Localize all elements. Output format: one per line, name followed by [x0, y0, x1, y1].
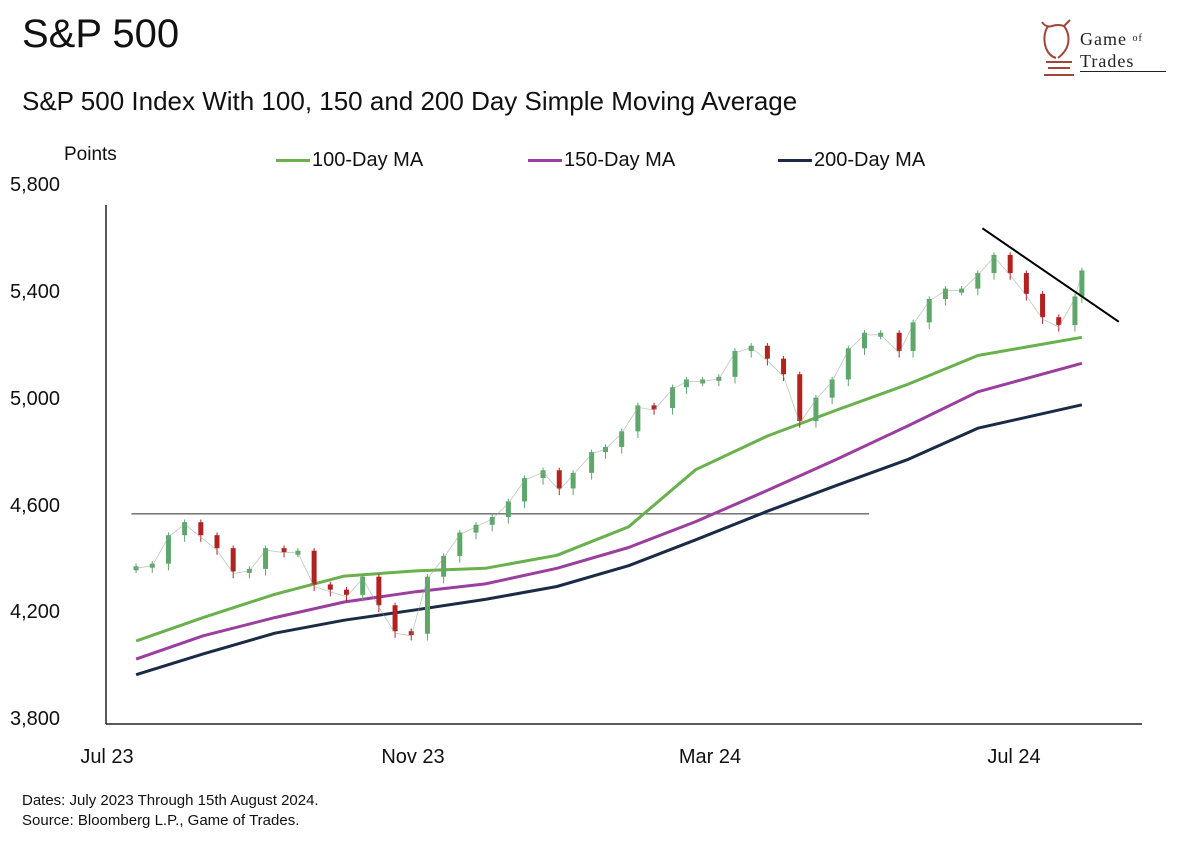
ma-200-line	[135, 403, 1083, 677]
price-candle	[748, 345, 754, 351]
price-candle	[441, 555, 447, 577]
price-candle	[556, 470, 562, 489]
price-candle	[1072, 296, 1078, 325]
price-candle	[942, 288, 948, 300]
legend-item-200: 200-Day MA	[778, 147, 925, 173]
logo-underline	[1080, 71, 1166, 72]
price-candle	[1023, 273, 1029, 294]
price-candle	[570, 472, 576, 489]
price-candle	[1079, 270, 1085, 297]
price-candle	[473, 524, 479, 533]
price-candle	[1007, 254, 1013, 274]
page-title: S&P 500	[22, 12, 180, 56]
logo-line2: Trades	[1080, 51, 1135, 71]
price-candle	[732, 350, 738, 377]
price-candle	[344, 589, 349, 595]
logo-wordmark: Game of Trades	[1080, 28, 1143, 72]
y-axis-label: Points	[64, 144, 117, 165]
price-candle	[522, 478, 528, 502]
legend-swatch-200	[778, 158, 812, 162]
price-candle	[683, 379, 689, 388]
price-candle	[926, 299, 932, 323]
legend-swatch-100	[276, 158, 310, 162]
bull-knight-logo-icon	[1041, 19, 1074, 76]
x-tick-label: Jul 24	[987, 746, 1041, 768]
ma-100-line	[135, 335, 1083, 643]
y-tick-label: 4,200	[10, 601, 61, 623]
price-candle	[845, 348, 851, 380]
x-tick-label: Nov 23	[381, 746, 445, 768]
price-candle	[635, 405, 641, 432]
legend-label-200: 200-Day MA	[814, 148, 926, 171]
price-candle	[392, 605, 398, 632]
chart-subtitle: S&P 500 Index With 100, 150 and 200 Day …	[22, 86, 798, 116]
price-candle	[764, 345, 770, 359]
price-candle	[651, 405, 657, 410]
price-candle	[214, 535, 220, 549]
price-candle	[1040, 293, 1046, 318]
price-candle	[603, 446, 608, 453]
price-candle	[165, 535, 171, 564]
y-tick-label: 5,000	[10, 388, 61, 410]
price-candle	[327, 584, 333, 590]
y-tick-label: 3,800	[10, 708, 61, 730]
y-tick-label: 4,600	[10, 495, 61, 517]
price-candle	[489, 516, 495, 525]
price-candle	[281, 548, 287, 553]
footer-dates: Dates: July 2023 Through 15th August 202…	[22, 792, 319, 809]
price-candle	[540, 470, 546, 479]
price-candle	[813, 397, 819, 421]
price-candle	[424, 576, 430, 634]
resistance-trendline	[981, 227, 1120, 323]
y-tick-label: 5,800	[10, 174, 61, 196]
logo-line1: Game	[1080, 29, 1127, 49]
price-line	[136, 256, 1083, 637]
price-candle	[991, 254, 997, 274]
legend-label-150: 150-Day MA	[564, 148, 676, 171]
price-candle	[797, 374, 803, 421]
ma-150-line	[135, 361, 1083, 661]
legend-item-150: 150-Day MA	[528, 147, 675, 173]
legend-item-100: 100-Day MA	[276, 147, 423, 173]
price-candle	[376, 576, 382, 606]
price-candle	[198, 522, 204, 536]
legend-label-100: 100-Day MA	[312, 148, 424, 171]
price-candle	[862, 332, 867, 349]
x-tick-label: Jul 23	[80, 746, 134, 768]
price-candle	[829, 379, 835, 398]
price-candle	[311, 550, 317, 585]
price-candle	[182, 522, 188, 536]
price-candle	[230, 548, 236, 572]
price-candle	[910, 322, 916, 351]
footer-source: Source: Bloomberg L.P., Game of Trades.	[22, 812, 300, 829]
price-candle	[360, 576, 366, 595]
price-candle	[670, 387, 676, 409]
price-candle	[1056, 317, 1062, 325]
x-tick-label: Mar 24	[678, 746, 742, 768]
logo-of: of	[1132, 33, 1143, 44]
y-tick-label: 5,400	[10, 281, 61, 303]
price-candle	[457, 532, 463, 556]
price-candle	[263, 548, 269, 569]
price-candle	[408, 631, 414, 636]
price-candle	[589, 452, 595, 473]
price-candle	[133, 566, 139, 571]
price-candle	[781, 358, 787, 375]
price-candle	[619, 431, 625, 447]
legend-swatch-150	[528, 158, 562, 162]
price-candle	[896, 332, 902, 351]
price-candle	[505, 501, 511, 517]
price-candle	[975, 273, 981, 289]
